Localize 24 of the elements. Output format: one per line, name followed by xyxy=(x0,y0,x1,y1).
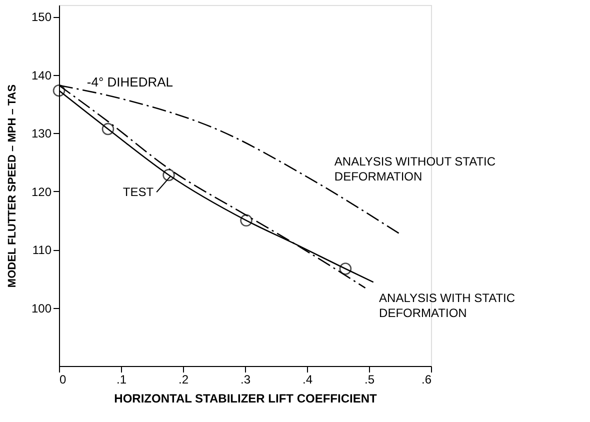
x-tick-label: .6 xyxy=(421,372,432,386)
y-tick-label: 120 xyxy=(31,184,52,199)
point xyxy=(339,262,352,275)
x-tick-label: 0 xyxy=(60,372,66,386)
point xyxy=(102,122,114,136)
x-tick-label: .4 xyxy=(302,372,313,386)
series-label: ANALYSIS WITHOUT STATIC DEFORMATION xyxy=(334,154,496,184)
y-tick-label: 130 xyxy=(31,126,52,141)
point xyxy=(240,214,252,227)
y-tick-label: 150 xyxy=(31,10,52,24)
x-axis-title: HORIZONTAL STABILIZER LIFT COEFFICIENT xyxy=(114,392,378,406)
series-label: ANALYSIS WITH STATIC DEFORMATION xyxy=(379,291,516,320)
point xyxy=(52,84,66,97)
y-axis-title: MODEL FLUTTER SPEED – MPH – TAS xyxy=(6,84,18,288)
y-tick-label: 140 xyxy=(31,68,52,82)
x-tick-label: .2 xyxy=(178,372,189,386)
y-tick-label: 100 xyxy=(31,301,52,316)
y-tick-label: 110 xyxy=(32,243,52,258)
annotation: -4° DIHEDRAL xyxy=(86,74,174,90)
x-tick-label: .3 xyxy=(240,372,251,386)
point xyxy=(162,168,175,182)
x-tick-label: .1 xyxy=(116,372,127,386)
legend-label: TEST xyxy=(122,185,154,200)
x-tick-label: .5 xyxy=(364,372,375,386)
